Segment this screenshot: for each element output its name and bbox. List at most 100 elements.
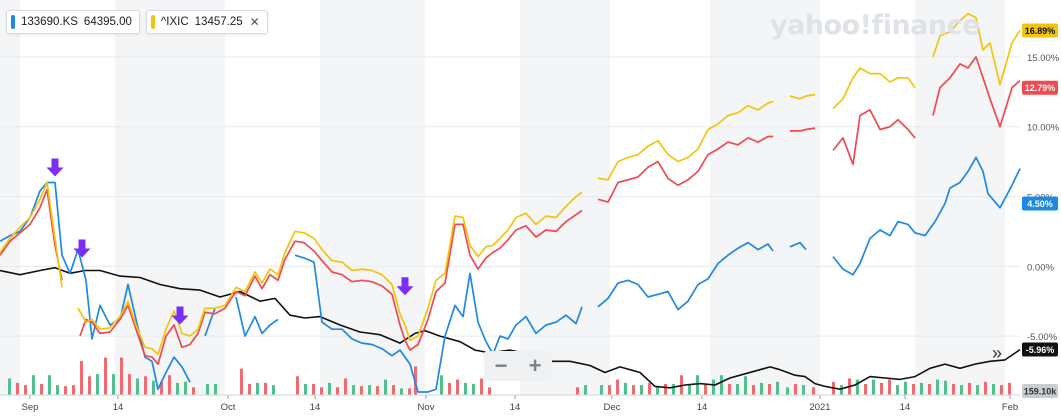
x-tick-label: 14 [510, 402, 521, 413]
legend-item-primary[interactable]: 133690.KS 64395.00 [6, 10, 140, 34]
volume-bar [214, 384, 217, 395]
volume-bar [872, 379, 875, 395]
volume-bar [672, 384, 675, 395]
series-line-133690ks [0, 156, 1021, 393]
legend-symbol: ^IXIC [160, 16, 189, 28]
volume-bar [312, 384, 315, 395]
x-tick-label: 14 [310, 402, 321, 413]
volume-bar [1008, 382, 1011, 395]
volume-bar [760, 382, 763, 395]
volume-bar [40, 384, 43, 395]
zoom-controls: − + [484, 351, 552, 381]
legend-item-comparison[interactable]: ^IXIC 13457.25 ✕ [145, 10, 268, 34]
expand-chevron-icon[interactable]: » [991, 342, 1002, 363]
volume-bar [656, 386, 659, 395]
volume-bar [304, 384, 307, 395]
volume-bar [728, 384, 731, 395]
end-label-text: 12.79% [1025, 83, 1056, 93]
volume-bar [104, 357, 107, 395]
volume-bar [632, 385, 635, 395]
volume-bar [768, 384, 771, 395]
y-tick-label: 0.00% [1027, 262, 1054, 273]
volume-bar [600, 385, 603, 395]
volume-bar [408, 388, 411, 395]
volume-bar [928, 384, 931, 395]
volume-bar [128, 374, 131, 395]
volume-bar [968, 382, 971, 395]
volume-bar [912, 384, 915, 395]
x-tick-label: 14 [900, 402, 911, 413]
volume-bar [16, 382, 19, 395]
volume-bar [976, 385, 979, 395]
event-arrow-icon [396, 277, 414, 296]
volume-bar [720, 375, 723, 395]
legend-symbol: 133690.KS [21, 16, 78, 28]
close-icon[interactable]: ✕ [249, 15, 260, 29]
volume-bar [840, 385, 843, 395]
volume-bar [472, 384, 475, 395]
volume-bar [812, 387, 815, 395]
volume-bar [608, 385, 611, 395]
volume-bar [488, 387, 491, 395]
volume-bar [664, 384, 667, 395]
x-tick-label: 14 [113, 402, 124, 413]
volume-bar [896, 385, 899, 395]
zoom-out-button[interactable]: − [494, 353, 508, 378]
volume-bar [904, 381, 907, 395]
volume-bar [392, 385, 395, 395]
volume-bar [192, 387, 195, 395]
series-line-black [0, 266, 1021, 390]
volume-bar [584, 385, 587, 395]
volume-bar [936, 379, 939, 395]
volume-bar [960, 385, 963, 395]
background-band [915, 0, 1005, 395]
volume-bar [24, 385, 27, 395]
volume-bar [640, 385, 643, 395]
volume-bar [648, 382, 651, 395]
end-label-text: -5.96% [1026, 345, 1055, 355]
volume-bar [888, 379, 891, 395]
zoom-in-button[interactable]: + [528, 353, 542, 378]
volume-bar [920, 382, 923, 395]
volume-bar [802, 385, 805, 395]
volume-bar [984, 381, 987, 395]
volume-bar [120, 357, 123, 395]
volume-bar [448, 382, 451, 395]
volume-bar [744, 376, 747, 395]
end-label-box [1022, 196, 1058, 211]
volume-bar [272, 385, 275, 395]
volume-bar [360, 386, 363, 395]
volume-bar [736, 384, 739, 395]
background-band [0, 0, 20, 395]
volume-bar [64, 386, 67, 395]
event-arrow-icon [73, 239, 91, 258]
volume-bar [56, 385, 59, 395]
x-tick-label: Sep [22, 402, 39, 413]
volume-bar [576, 387, 579, 395]
volume-bar [256, 382, 259, 395]
volume-bar [152, 380, 155, 395]
volume-bar [712, 379, 715, 395]
volume-bar [184, 381, 187, 395]
legend-value: 13457.25 [194, 16, 243, 28]
volume-bar [248, 384, 251, 395]
volume-bar [160, 381, 163, 395]
x-tick-label: Nov [418, 402, 435, 413]
volume-bar [776, 381, 779, 395]
volume-bar [952, 384, 955, 395]
volume-bar [786, 387, 789, 395]
volume-bar [72, 385, 75, 395]
end-label-text: 4.50% [1027, 199, 1053, 209]
volume-bar [112, 374, 115, 395]
volume-bar [144, 376, 147, 395]
volume-bar [1000, 385, 1003, 395]
volume-bar [944, 380, 947, 395]
volume-bar [296, 376, 299, 395]
y-tick-label: -5.00% [1027, 332, 1058, 343]
volume-bar [992, 384, 995, 395]
x-tick-label: Feb [1002, 402, 1018, 413]
legend: 133690.KS 64395.00 ^IXIC 13457.25 ✕ [6, 10, 268, 34]
volume-bar [696, 375, 699, 395]
